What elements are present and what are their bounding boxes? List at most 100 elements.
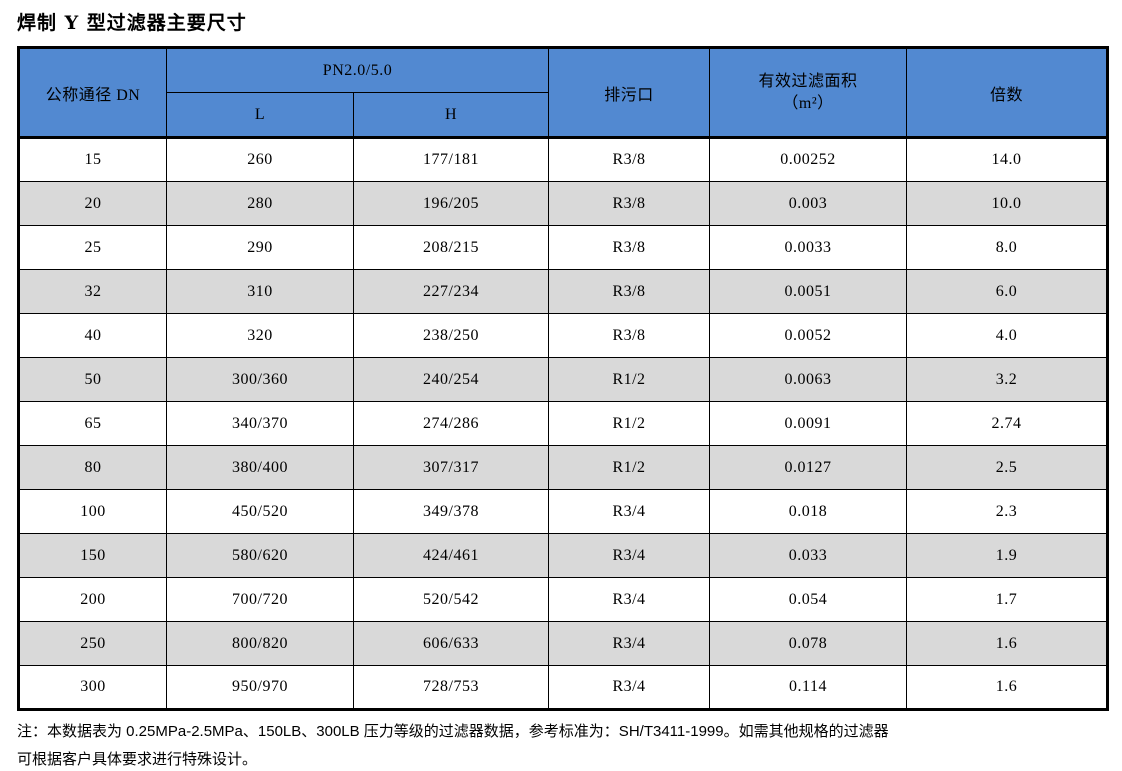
table-cell: 0.0127 [709, 445, 907, 490]
table-cell: 424/461 [353, 533, 549, 578]
table-cell: 260 [166, 137, 354, 182]
table-cell: 307/317 [353, 445, 549, 490]
table-row: 100 450/520 349/378 R3/4 0.018 2.3 [18, 489, 1108, 534]
table-cell: 300 [18, 665, 167, 710]
table-cell: 380/400 [166, 445, 354, 490]
table-cell: 0.00252 [709, 137, 907, 182]
table-cell: R3/4 [548, 577, 710, 622]
table-cell: 3.2 [906, 357, 1108, 402]
table-cell: 950/970 [166, 665, 354, 710]
table-cell: 32 [18, 269, 167, 314]
table-cell: 580/620 [166, 533, 354, 578]
table-row: 250 800/820 606/633 R3/4 0.078 1.6 [18, 621, 1108, 666]
header-h: H [353, 92, 549, 138]
table-cell: 310 [166, 269, 354, 314]
table-cell: 2.74 [906, 401, 1108, 446]
table-cell: 250 [18, 621, 167, 666]
table-cell: 320 [166, 313, 354, 358]
table-cell: 1.6 [906, 621, 1108, 666]
table-cell: 15 [18, 137, 167, 182]
table-cell: R3/4 [548, 665, 710, 710]
table-cell: R3/8 [548, 225, 710, 270]
table-cell: 0.018 [709, 489, 907, 534]
table-row: 80 380/400 307/317 R1/2 0.0127 2.5 [18, 445, 1108, 490]
table-cell: R3/8 [548, 137, 710, 182]
table-row: 20 280 196/205 R3/8 0.003 10.0 [18, 181, 1108, 226]
dimensions-table: 公称通径 DN PN2.0/5.0 排污口 有效过滤面积 （m²） 倍数 L H… [17, 46, 1109, 711]
table-cell: 20 [18, 181, 167, 226]
table-cell: 227/234 [353, 269, 549, 314]
table-cell: 0.054 [709, 577, 907, 622]
table-cell: 0.0091 [709, 401, 907, 446]
header-filter-area: 有效过滤面积 （m²） [709, 47, 907, 138]
table-cell: 520/542 [353, 577, 549, 622]
header-l: L [166, 92, 354, 138]
table-cell: 40 [18, 313, 167, 358]
page-title: 焊制 Y 型过滤器主要尺寸 [17, 12, 247, 34]
table-cell: 0.078 [709, 621, 907, 666]
table-cell: 0.0052 [709, 313, 907, 358]
table-row: 32 310 227/234 R3/8 0.0051 6.0 [18, 269, 1108, 314]
table-cell: 208/215 [353, 225, 549, 270]
table-cell: 280 [166, 181, 354, 226]
table-cell: 240/254 [353, 357, 549, 402]
table-cell: 0.003 [709, 181, 907, 226]
table-cell: R3/8 [548, 313, 710, 358]
table-cell: 10.0 [906, 181, 1108, 226]
table-cell: R1/2 [548, 445, 710, 490]
table-cell: 177/181 [353, 137, 549, 182]
table-row: 200 700/720 520/542 R3/4 0.054 1.7 [18, 577, 1108, 622]
table-cell: R1/2 [548, 357, 710, 402]
table-cell: 606/633 [353, 621, 549, 666]
footnote: 注：本数据表为 0.25MPa-2.5MPa、150LB、300LB 压力等级的… [17, 718, 1106, 771]
table-cell: 700/720 [166, 577, 354, 622]
table-cell: R3/4 [548, 489, 710, 534]
table-cell: 50 [18, 357, 167, 402]
table-cell: 8.0 [906, 225, 1108, 270]
table-row: 40 320 238/250 R3/8 0.0052 4.0 [18, 313, 1108, 358]
table-cell: R3/4 [548, 621, 710, 666]
table-cell: 0.0033 [709, 225, 907, 270]
table-cell: 2.5 [906, 445, 1108, 490]
table-cell: 196/205 [353, 181, 549, 226]
table-cell: 290 [166, 225, 354, 270]
table-row: 50 300/360 240/254 R1/2 0.0063 3.2 [18, 357, 1108, 402]
table-header: 公称通径 DN PN2.0/5.0 排污口 有效过滤面积 （m²） 倍数 L H [18, 47, 1108, 138]
table-cell: 1.6 [906, 665, 1108, 710]
table-cell: 238/250 [353, 313, 549, 358]
table-body: 15 260 177/181 R3/8 0.00252 14.0 20 280 196/205 R… [18, 137, 1108, 710]
footnote-line2: 可根据客户具体要求进行特殊设计。 [17, 750, 258, 768]
table-cell: 1.7 [906, 577, 1108, 622]
table-cell: 25 [18, 225, 167, 270]
table-cell: 65 [18, 401, 167, 446]
table-cell: 200 [18, 577, 167, 622]
header-drain-port: 排污口 [548, 47, 710, 138]
table-cell: 300/360 [166, 357, 354, 402]
table-row: 300 950/970 728/753 R3/4 0.114 1.6 [18, 665, 1108, 710]
table-cell: 274/286 [353, 401, 549, 446]
table-cell: 0.114 [709, 665, 907, 710]
table-cell: 800/820 [166, 621, 354, 666]
table-cell: 450/520 [166, 489, 354, 534]
table-cell: 0.033 [709, 533, 907, 578]
table-cell: 1.9 [906, 533, 1108, 578]
table-cell: R3/8 [548, 181, 710, 226]
table-cell: 0.0051 [709, 269, 907, 314]
table-row: 150 580/620 424/461 R3/4 0.033 1.9 [18, 533, 1108, 578]
table-cell: 80 [18, 445, 167, 490]
table-cell: 340/370 [166, 401, 354, 446]
table-row: 65 340/370 274/286 R1/2 0.0091 2.74 [18, 401, 1108, 446]
table-row: 15 260 177/181 R3/8 0.00252 14.0 [18, 137, 1108, 182]
table-row: 25 290 208/215 R3/8 0.0033 8.0 [18, 225, 1108, 270]
table-cell: 0.0063 [709, 357, 907, 402]
table-cell: R3/8 [548, 269, 710, 314]
table-cell: 4.0 [906, 313, 1108, 358]
table-cell: 349/378 [353, 489, 549, 534]
header-filter-area-line1: 有效过滤面积 [758, 72, 858, 90]
table-cell: 2.3 [906, 489, 1108, 534]
table-cell: R3/4 [548, 533, 710, 578]
table-cell: R1/2 [548, 401, 710, 446]
header-filter-area-line2: （m²） [782, 94, 834, 112]
table-cell: 100 [18, 489, 167, 534]
